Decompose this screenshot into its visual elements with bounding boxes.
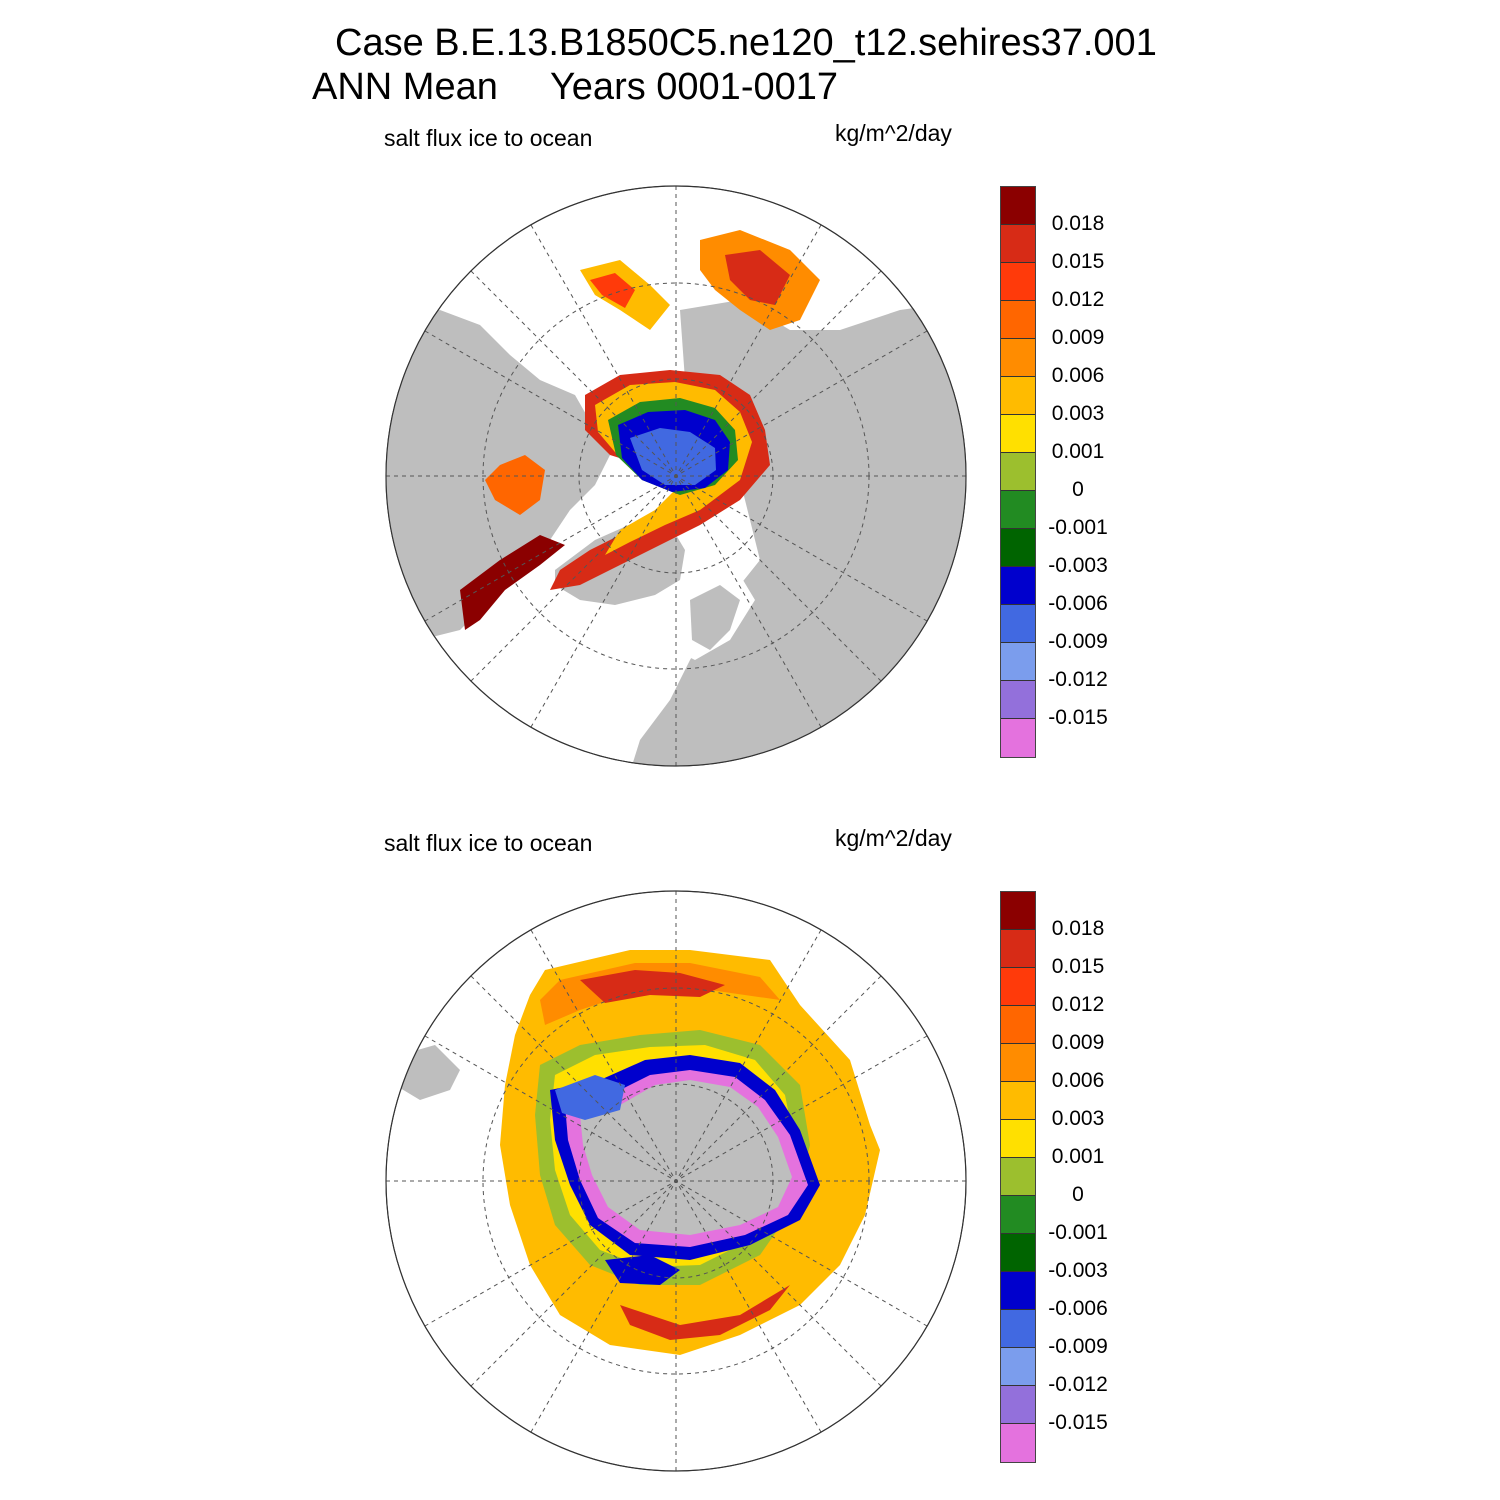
south-colorbar-bin (1001, 968, 1035, 1006)
north-colorbar-bin (1001, 681, 1035, 719)
south-field-weddell-blue (555, 1075, 625, 1120)
south-colorbar-tick-label: 0.001 (1051, 1145, 1105, 1168)
south-colorbar (1000, 891, 1036, 1463)
north-colorbar-tick-label: 0.009 (1051, 326, 1105, 349)
south-graticule (386, 891, 966, 1471)
north-colorbar-bin (1001, 415, 1035, 453)
south-colorbar-bin (1001, 1158, 1035, 1196)
south-colorbar-tick-label: -0.012 (1048, 1373, 1108, 1396)
north-variable-label: salt flux ice to ocean (384, 125, 593, 151)
south-colorbar-bin (1001, 892, 1035, 930)
north-colorbar-tick-label: -0.001 (1048, 516, 1108, 539)
north-colorbar-tick-label: -0.009 (1048, 630, 1108, 653)
south-colorbar-tick-label: 0.012 (1051, 993, 1105, 1016)
north-colorbar-tick-label: -0.012 (1048, 668, 1108, 691)
north-colorbar-tick-label: -0.006 (1048, 592, 1108, 615)
figure-title-case: Case B.E.13.B1850C5.ne120_t12.sehires37.… (335, 22, 1157, 64)
north-units-label: kg/m^2/day (835, 120, 952, 146)
south-colorbar-bin (1001, 1348, 1035, 1386)
south-colorbar-bin (1001, 930, 1035, 968)
north-colorbar-bin (1001, 263, 1035, 301)
north-colorbar-tick-label: -0.003 (1048, 554, 1108, 577)
north-colorbar-bin (1001, 453, 1035, 491)
north-field-labrador-red (725, 250, 790, 305)
north-colorbar-bin (1001, 225, 1035, 263)
north-colorbar-bin (1001, 719, 1035, 757)
north-polar-map (385, 185, 967, 767)
south-colorbar-bin (1001, 1310, 1035, 1348)
south-colorbar-bin (1001, 1006, 1035, 1044)
north-colorbar-tick-label: 0.015 (1051, 250, 1105, 273)
north-colorbar-tick-label: 0.006 (1051, 364, 1105, 387)
south-colorbar-bin (1001, 1386, 1035, 1424)
south-field-red-patch-bottom (620, 1285, 790, 1340)
north-field-lightblue (630, 428, 716, 485)
south-colorbar-bin (1001, 1272, 1035, 1310)
south-units-label: kg/m^2/day (835, 825, 952, 851)
north-colorbar-tick-label: -0.015 (1048, 706, 1108, 729)
north-field-pacific (485, 455, 545, 515)
south-colorbar-tick-label: -0.001 (1048, 1221, 1108, 1244)
north-colorbar-bin (1001, 567, 1035, 605)
south-colorbar-tick-label: -0.003 (1048, 1259, 1108, 1282)
south-colorbar-tick-label: 0 (1072, 1183, 1084, 1206)
south-colorbar-tick-label: -0.006 (1048, 1297, 1108, 1320)
north-colorbar-bin (1001, 301, 1035, 339)
south-land-antarctica (580, 1080, 792, 1235)
north-colorbar-bin (1001, 529, 1035, 567)
north-colorbar-bin (1001, 377, 1035, 415)
north-colorbar-bin (1001, 605, 1035, 643)
north-map-fields (386, 230, 966, 766)
south-colorbar-tick-label: 0.003 (1051, 1107, 1105, 1130)
south-map-fields (395, 950, 880, 1355)
north-colorbar-tick-label: 0.018 (1051, 212, 1105, 235)
south-colorbar-tick-label: -0.015 (1048, 1411, 1108, 1434)
figure-title-period: ANN Mean Years 0001-0017 (312, 66, 839, 108)
south-colorbar-tick-label: 0.009 (1051, 1031, 1105, 1054)
south-colorbar-bin (1001, 1234, 1035, 1272)
north-colorbar-tick-label: 0.001 (1051, 440, 1105, 463)
north-colorbar-bin (1001, 339, 1035, 377)
north-graticule (386, 186, 966, 766)
north-colorbar (1000, 186, 1036, 758)
south-colorbar-tick-label: 0.018 (1051, 917, 1105, 940)
south-polar-map (385, 890, 967, 1472)
north-colorbar-bin (1001, 491, 1035, 529)
south-colorbar-bin (1001, 1120, 1035, 1158)
north-colorbar-tick-label: 0.003 (1051, 402, 1105, 425)
north-field-hudson-red (590, 273, 635, 308)
north-field-pacific-red (460, 535, 565, 630)
north-colorbar-bin (1001, 187, 1035, 225)
north-colorbar-bin (1001, 643, 1035, 681)
south-variable-label: salt flux ice to ocean (384, 830, 593, 856)
north-land-europe (690, 585, 740, 650)
north-colorbar-tick-label: 0 (1072, 478, 1084, 501)
south-colorbar-tick-label: 0.006 (1051, 1069, 1105, 1092)
south-colorbar-tick-label: 0.015 (1051, 955, 1105, 978)
south-colorbar-tick-label: -0.009 (1048, 1335, 1108, 1358)
north-colorbar-tick-label: 0.012 (1051, 288, 1105, 311)
south-colorbar-bin (1001, 1424, 1035, 1462)
south-colorbar-bin (1001, 1082, 1035, 1120)
south-field-ross-blue (605, 1255, 680, 1285)
south-colorbar-bin (1001, 1196, 1035, 1234)
south-colorbar-bin (1001, 1044, 1035, 1082)
south-field-red-patch-top (580, 970, 725, 1003)
